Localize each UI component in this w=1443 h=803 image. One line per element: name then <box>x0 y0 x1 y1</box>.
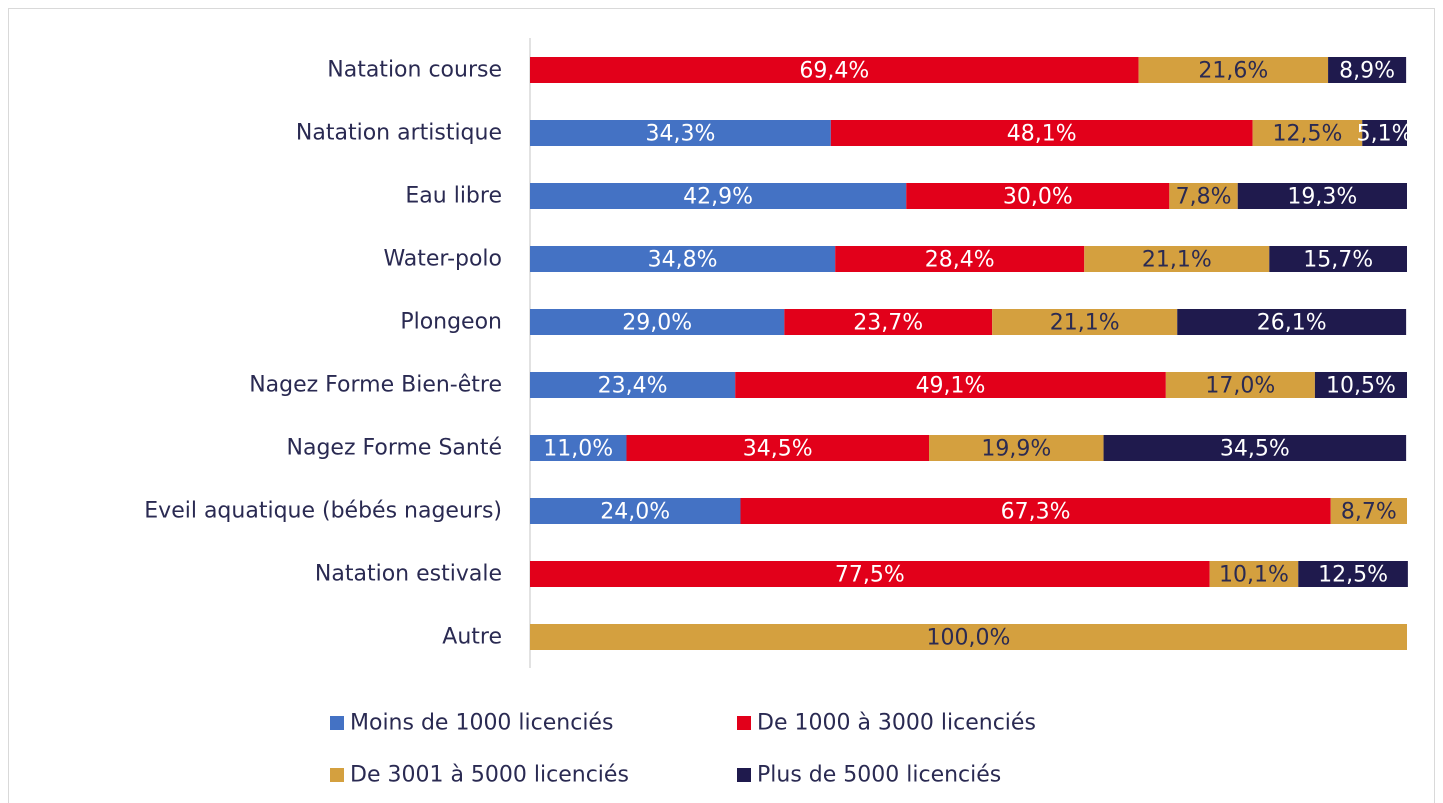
data-label: 42,9% <box>683 185 753 210</box>
bar-segment <box>1177 309 1407 335</box>
bar-segment <box>530 498 741 524</box>
data-label: 8,9% <box>1339 59 1395 84</box>
bar-segment <box>740 498 1331 524</box>
bar-segment <box>1298 561 1408 587</box>
data-label: 7,8% <box>1176 185 1232 210</box>
bar-segment <box>530 624 1407 650</box>
category-label: Natation course <box>327 58 502 83</box>
bar-segment <box>1269 246 1407 272</box>
bar-segment <box>530 561 1210 587</box>
bar-segment <box>626 435 930 461</box>
data-label: 10,1% <box>1219 563 1289 588</box>
data-label: 15,7% <box>1303 248 1373 273</box>
bar-segment <box>784 309 993 335</box>
legend-label: Plus de 5000 licenciés <box>757 763 1001 788</box>
bar-segment <box>530 309 785 335</box>
data-label: 49,1% <box>916 374 986 399</box>
data-label: 23,4% <box>598 374 668 399</box>
data-label: 30,0% <box>1003 185 1073 210</box>
bar-segment <box>1237 183 1407 209</box>
data-label: 69,4% <box>799 59 869 84</box>
bar-segment <box>929 435 1104 461</box>
legend-swatch <box>737 716 751 730</box>
category-label: Eveil aquatique (bébés nageurs) <box>144 499 502 524</box>
bar-segment <box>1328 57 1407 83</box>
legend-label: De 3001 à 5000 licenciés <box>350 763 629 788</box>
bar-segment <box>1084 246 1270 272</box>
bar-segment <box>906 183 1170 209</box>
data-label: 24,0% <box>600 500 670 525</box>
data-label: 12,5% <box>1318 563 1388 588</box>
data-label: 12,5% <box>1273 122 1343 147</box>
data-label: 77,5% <box>835 563 905 588</box>
data-label: 5,1% <box>1357 122 1413 147</box>
bar-segment <box>530 372 736 398</box>
legend-swatch <box>330 716 344 730</box>
bar-segment <box>1252 120 1363 146</box>
data-label: 10,5% <box>1326 374 1396 399</box>
legend-label: Moins de 1000 licenciés <box>350 711 613 736</box>
bar-segment <box>530 183 907 209</box>
data-label: 11,0% <box>543 437 613 462</box>
data-label: 34,8% <box>648 248 718 273</box>
bar-segment <box>1138 57 1329 83</box>
data-label: 28,4% <box>925 248 995 273</box>
bar-segment <box>530 120 831 146</box>
data-label: 67,3% <box>1001 500 1071 525</box>
data-label: 17,0% <box>1205 374 1275 399</box>
bar-segment <box>1169 183 1238 209</box>
data-label: 21,1% <box>1050 311 1120 336</box>
data-label: 34,5% <box>743 437 813 462</box>
data-label: 26,1% <box>1257 311 1327 336</box>
category-label: Natation estivale <box>315 562 502 587</box>
data-label: 48,1% <box>1007 122 1077 147</box>
category-label: Natation artistique <box>296 121 502 146</box>
bar-segment <box>992 309 1178 335</box>
data-label: 29,0% <box>622 311 692 336</box>
bar-segment <box>835 246 1085 272</box>
bar-segment <box>1209 561 1299 587</box>
bar-segment <box>830 120 1253 146</box>
bar-segment <box>735 372 1166 398</box>
bar-segment <box>1362 120 1407 146</box>
category-label: Plongeon <box>400 310 502 335</box>
data-label: 23,7% <box>853 311 923 336</box>
legend-swatch <box>330 768 344 782</box>
data-label: 19,3% <box>1287 185 1357 210</box>
data-label: 21,6% <box>1198 59 1268 84</box>
category-label: Eau libre <box>405 184 502 209</box>
data-label: 21,1% <box>1142 248 1212 273</box>
data-label: 34,3% <box>645 122 715 147</box>
category-label: Nagez Forme Bien-être <box>249 373 502 398</box>
category-label: Nagez Forme Santé <box>287 436 502 461</box>
category-label: Autre <box>442 625 502 650</box>
bar-segment <box>1314 372 1407 398</box>
data-label: 100,0% <box>927 626 1011 651</box>
data-label: 34,5% <box>1220 437 1290 462</box>
category-label: Water-polo <box>383 247 502 272</box>
legend-label: De 1000 à 3000 licenciés <box>757 711 1036 736</box>
data-label: 8,7% <box>1341 500 1397 525</box>
data-label: 19,9% <box>981 437 1051 462</box>
bar-segment <box>530 435 627 461</box>
legend-swatch <box>737 768 751 782</box>
bar-segment <box>1165 372 1315 398</box>
bar-segment <box>530 57 1139 83</box>
bar-segment <box>1103 435 1407 461</box>
bar-segment <box>530 246 836 272</box>
bar-segment <box>1330 498 1407 524</box>
